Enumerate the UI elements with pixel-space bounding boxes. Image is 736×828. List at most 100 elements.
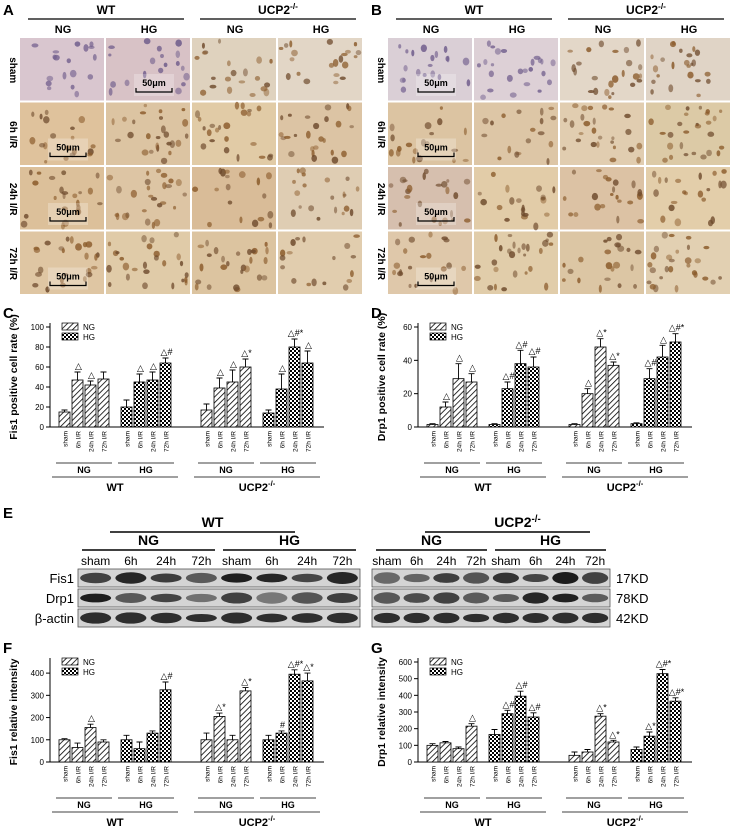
- blot-band: [185, 572, 217, 584]
- lane-label: 24h: [156, 554, 176, 568]
- y-tick-label: 60: [403, 323, 412, 332]
- cell: [606, 236, 612, 242]
- cell: [260, 86, 268, 92]
- group-label: HG: [139, 465, 153, 475]
- error-bar: [278, 730, 285, 734]
- micrograph: [474, 231, 558, 294]
- bar: [452, 748, 465, 763]
- cell: [462, 57, 470, 66]
- group-label: NG: [219, 465, 233, 475]
- cell: [122, 116, 127, 122]
- bar: [133, 381, 146, 428]
- cell: [69, 69, 77, 78]
- cell: [591, 127, 597, 134]
- cell: [349, 125, 354, 129]
- significance-mark: △: [585, 378, 592, 388]
- cell: [507, 145, 512, 154]
- cell: [61, 170, 67, 176]
- blot-band: [150, 593, 182, 603]
- scale-bar-bg: [48, 203, 88, 225]
- scale-bar-bg: [416, 74, 456, 96]
- cell: [225, 183, 231, 191]
- genotype-label: WT: [97, 3, 116, 17]
- cell: [563, 117, 568, 123]
- x-tick-label: 6h I/R: [506, 431, 513, 449]
- significance-mark: △: [469, 713, 476, 723]
- bar: [58, 411, 71, 428]
- cell: [650, 54, 654, 60]
- cell: [221, 255, 225, 263]
- blot-genotype-main: WT: [202, 514, 224, 530]
- cell: [533, 55, 541, 60]
- cell: [586, 47, 592, 53]
- cell: [668, 154, 674, 160]
- cell: [145, 133, 151, 140]
- error-bar: [304, 672, 311, 681]
- row-label: 6h I/R: [7, 121, 18, 149]
- cell: [182, 192, 187, 197]
- cell: [156, 202, 163, 208]
- cell: [181, 82, 186, 87]
- cell: [148, 149, 154, 154]
- cell: [412, 148, 419, 155]
- cell: [353, 42, 358, 47]
- row-label: sham: [7, 57, 18, 83]
- cell: [636, 142, 643, 150]
- cell: [226, 86, 233, 94]
- cell: [686, 244, 691, 251]
- significance-mark: △*: [645, 721, 656, 731]
- x-tick-label: 72h I/R: [102, 766, 109, 787]
- panel-label: A: [3, 2, 14, 19]
- y-tick-label: 200: [399, 725, 413, 734]
- cell: [303, 78, 311, 85]
- cell: [538, 247, 543, 254]
- x-tick-label: 72h I/R: [102, 431, 109, 452]
- cell: [692, 46, 696, 52]
- supergroup-label-main: WT: [106, 482, 123, 494]
- blot-band: [492, 593, 519, 603]
- y-tick-label: 20: [403, 390, 412, 399]
- bar: [226, 381, 239, 428]
- bar: [159, 689, 172, 763]
- legend-swatch: [429, 667, 447, 676]
- cell: [706, 188, 711, 192]
- cell: [59, 277, 64, 284]
- cell: [265, 172, 272, 180]
- x-tick-label: sham: [267, 431, 274, 447]
- significance-mark: △#*: [288, 659, 304, 669]
- condition-label: HG: [509, 24, 526, 36]
- supergroup-label-main: WT: [474, 482, 491, 494]
- cell: [86, 152, 93, 157]
- cell: [249, 92, 256, 97]
- cell: [719, 109, 723, 113]
- blot-band: [403, 573, 430, 583]
- cell: [651, 79, 656, 84]
- supergroup-label-main: UCP2: [239, 482, 268, 494]
- y-tick-label: 300: [31, 691, 45, 700]
- cell: [74, 90, 80, 98]
- cell: [224, 136, 229, 142]
- lane-label: sham: [81, 554, 110, 568]
- cell: [173, 231, 179, 238]
- bar: [594, 346, 607, 428]
- cell: [536, 185, 542, 192]
- x-tick-label: 72h I/R: [532, 431, 539, 452]
- cell: [488, 70, 494, 78]
- size-label: 17KD: [616, 571, 649, 586]
- error-bar: [229, 734, 236, 740]
- cell: [638, 73, 643, 79]
- cell: [32, 180, 39, 186]
- bar: [200, 409, 213, 428]
- bar: [669, 700, 682, 763]
- cell: [107, 282, 112, 288]
- cell: [286, 251, 293, 255]
- cell: [69, 236, 74, 244]
- cell: [581, 105, 588, 112]
- cell: [533, 222, 539, 231]
- error-bar: [442, 741, 449, 743]
- cell: [405, 49, 409, 54]
- cell: [583, 120, 591, 127]
- micrograph: [192, 101, 276, 165]
- group-label: NG: [219, 800, 233, 810]
